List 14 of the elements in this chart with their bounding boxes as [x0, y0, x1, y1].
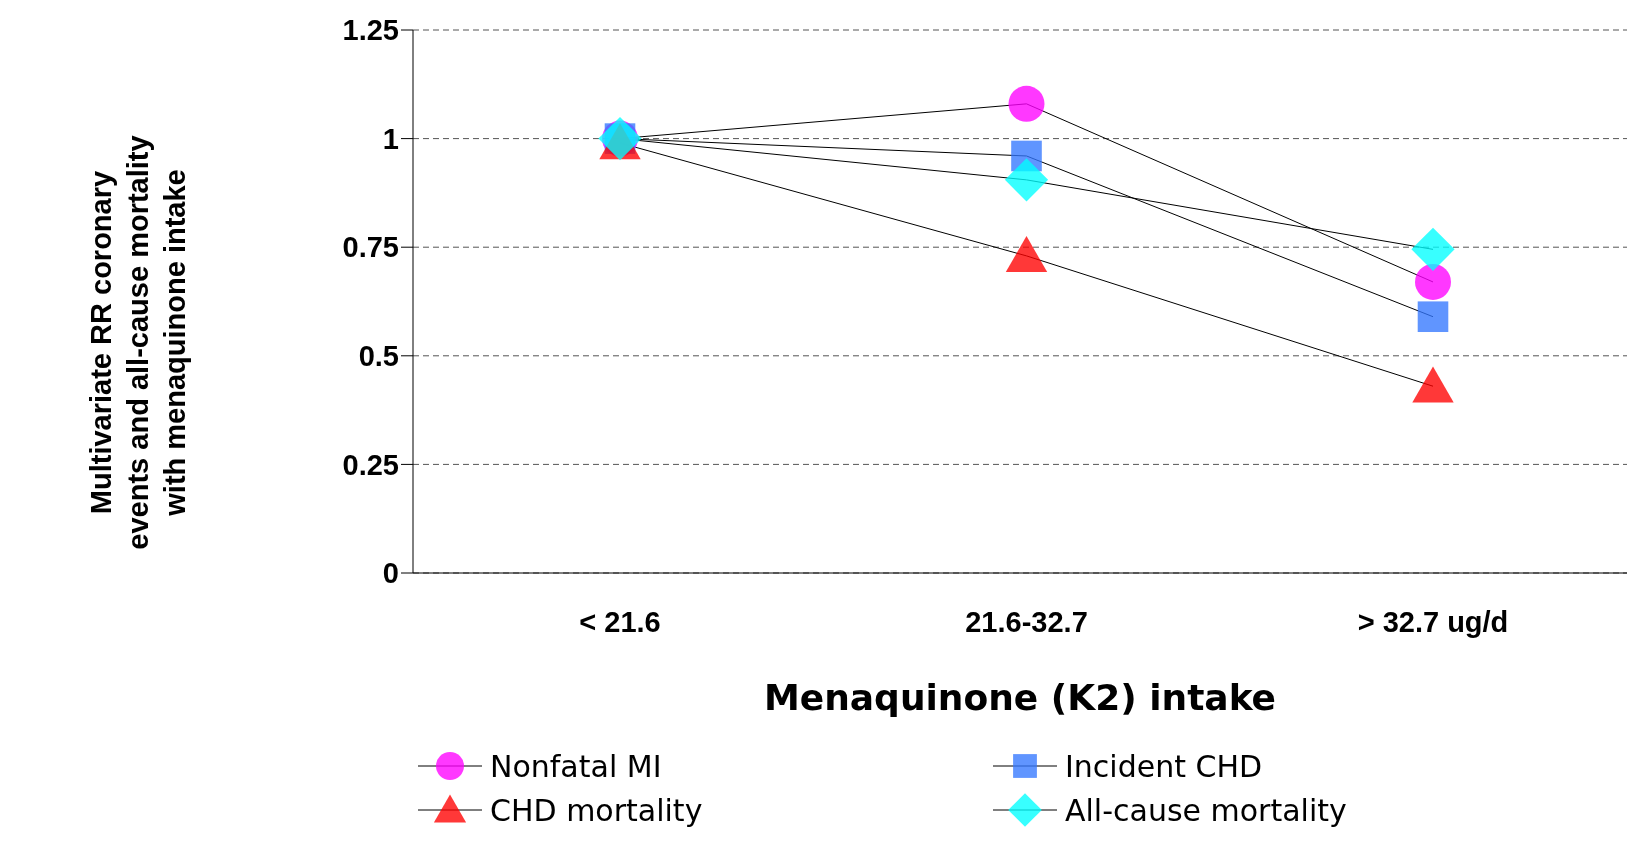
y-tick-label: 0.75 — [342, 231, 399, 264]
y-tick-label: 0.25 — [342, 448, 399, 481]
y-tick-label: 1.25 — [342, 14, 399, 47]
legend-label: Nonfatal MI — [490, 748, 662, 784]
y-tick-label: 0 — [382, 557, 399, 590]
y-tick-label: 1 — [382, 122, 399, 155]
x-tick-label: < 21.6 — [579, 605, 661, 638]
legend-label: All-cause mortality — [1065, 792, 1347, 828]
x-axis-title: Menaquinone (K2) intake — [763, 677, 1277, 718]
y-tick-label: 0.5 — [358, 340, 399, 373]
legend-label: CHD mortality — [490, 792, 703, 828]
x-tick-label: 21.6-32.7 — [965, 605, 1088, 638]
legend-label: Incident CHD — [1065, 748, 1263, 784]
x-tick-label: > 32.7 ug/d — [1357, 605, 1509, 638]
